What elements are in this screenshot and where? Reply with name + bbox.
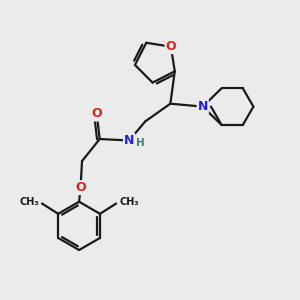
Text: N: N — [198, 100, 208, 113]
Text: CH₃: CH₃ — [119, 197, 139, 207]
Text: O: O — [166, 40, 176, 53]
Text: O: O — [92, 107, 102, 121]
Text: CH₃: CH₃ — [20, 197, 39, 207]
Text: O: O — [75, 181, 86, 194]
Text: H: H — [136, 138, 145, 148]
Text: N: N — [124, 134, 134, 147]
